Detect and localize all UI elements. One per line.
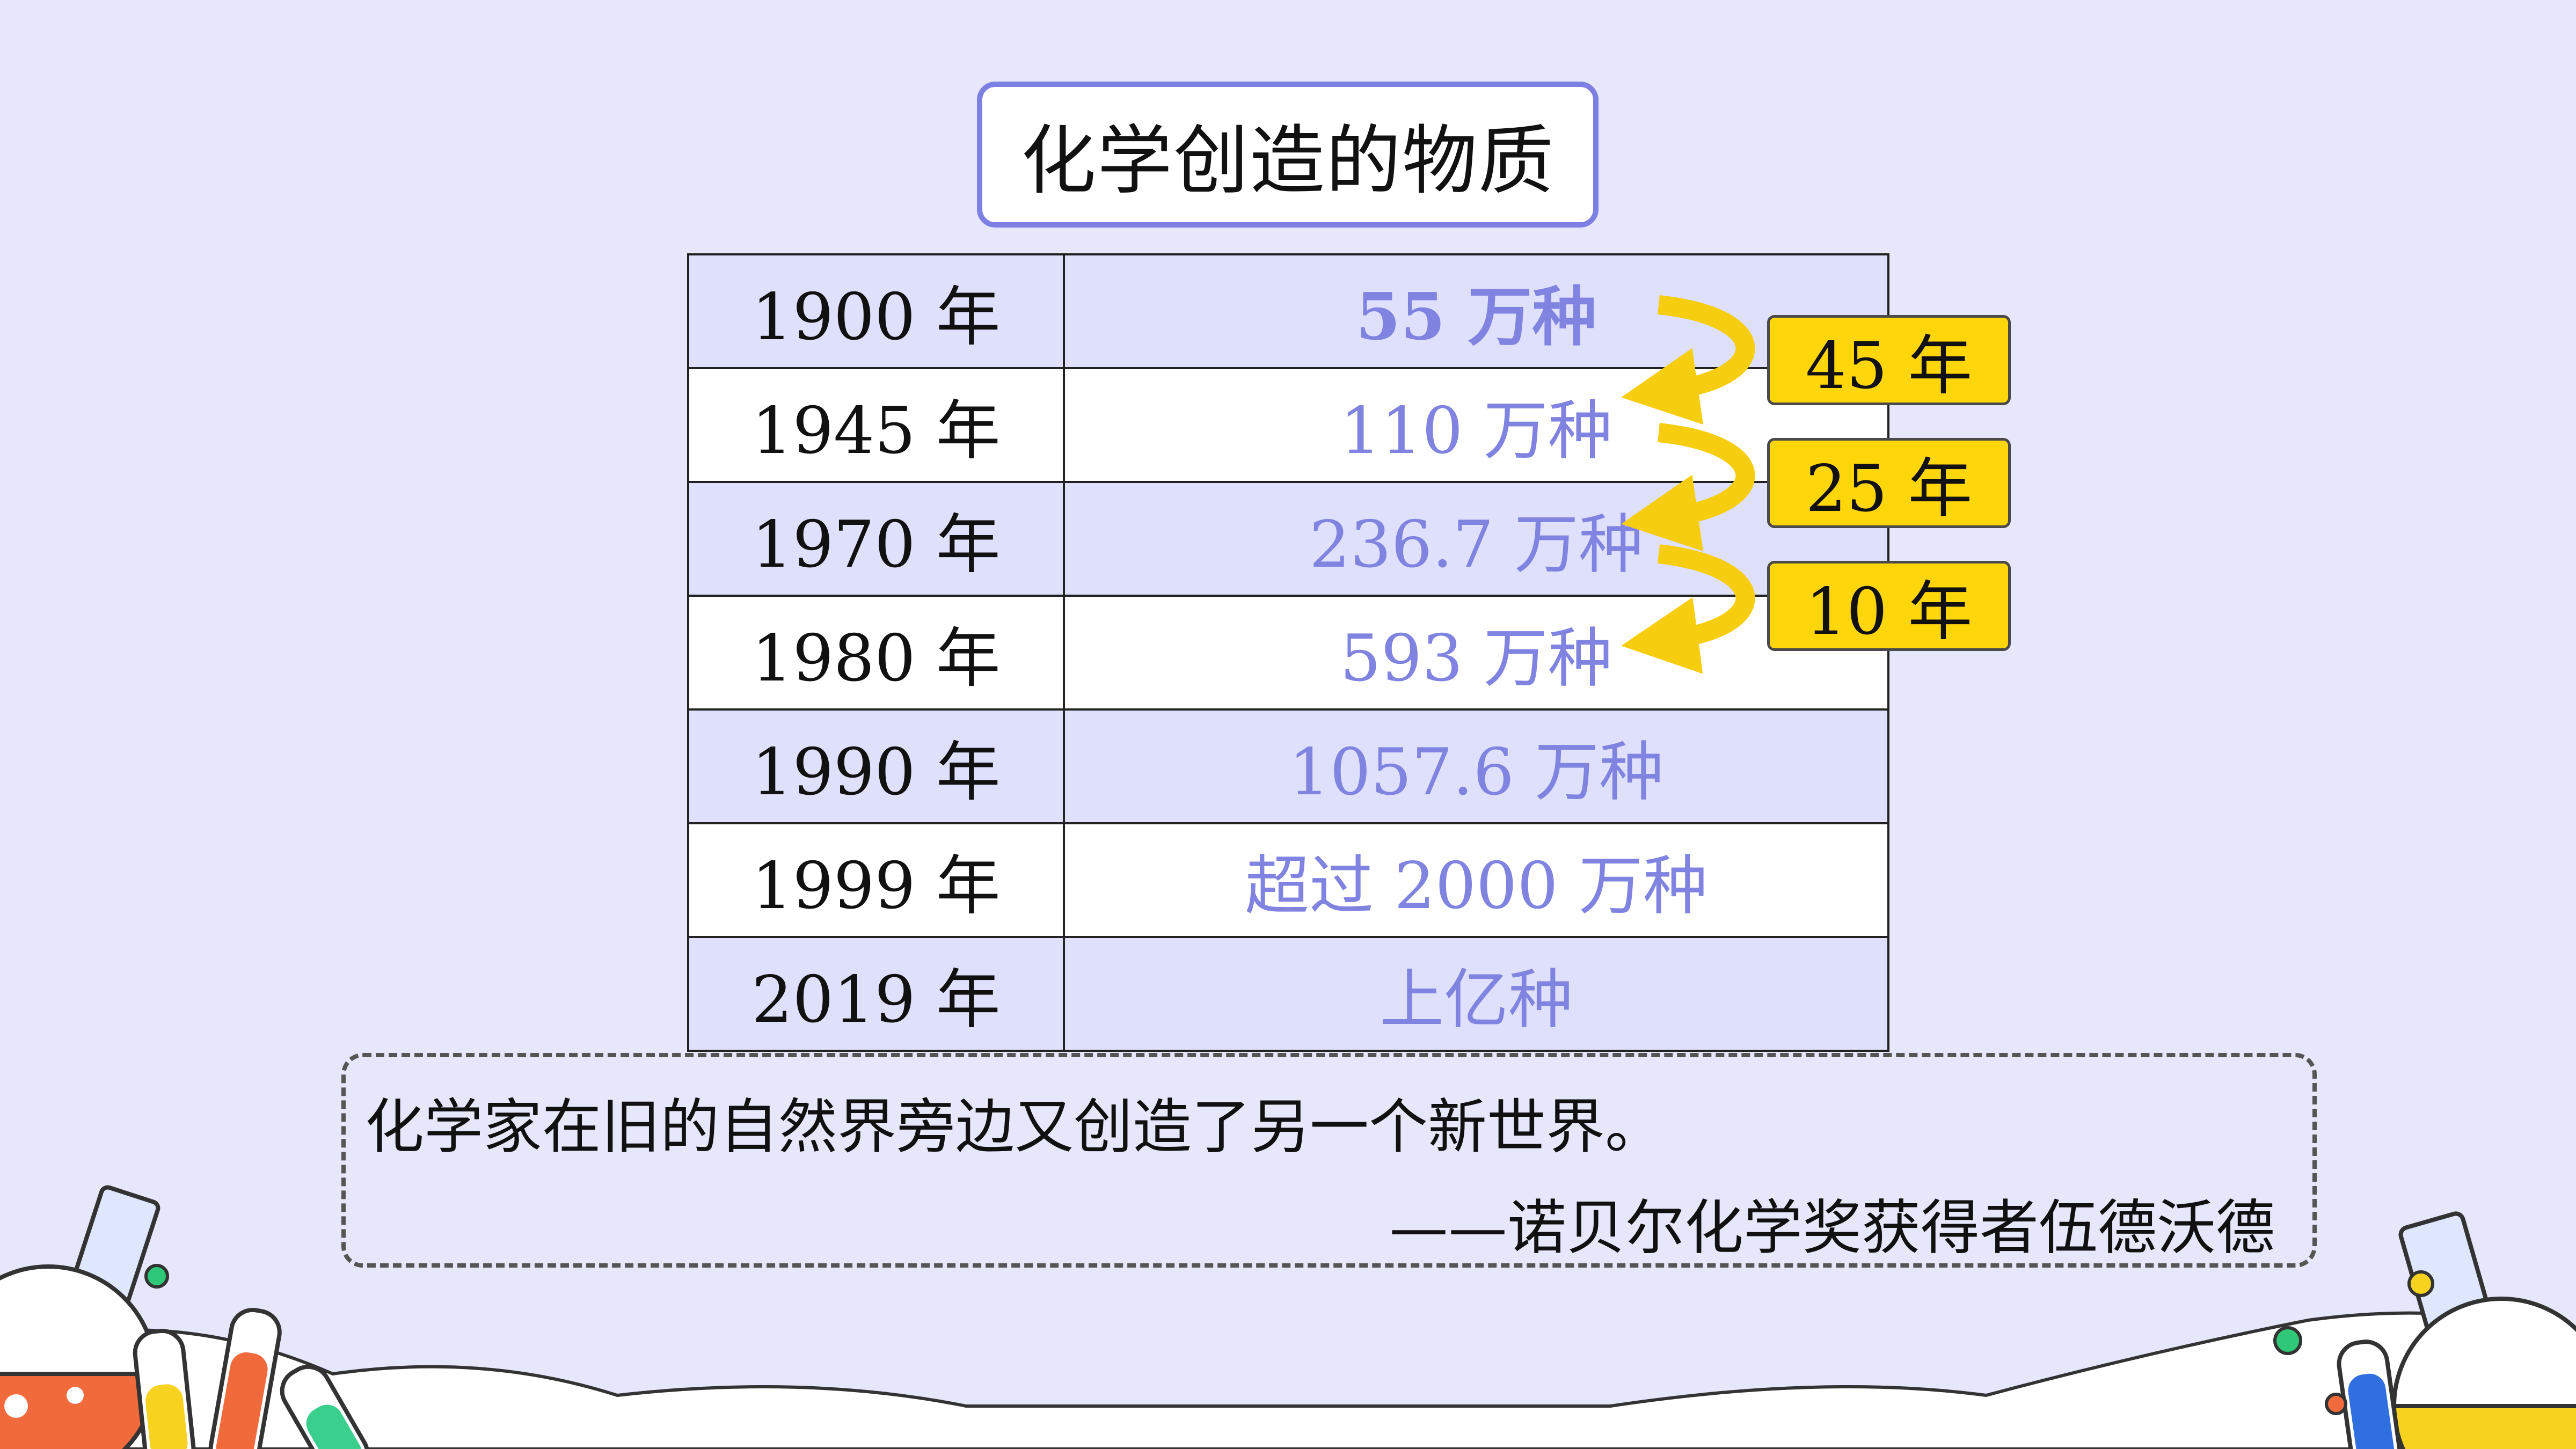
dot-green-right [2273,1326,2302,1355]
quote-text: 化学家在旧的自然界旁边又创造了另一个新世界。 [365,1093,1664,1161]
year-cell: 2019 年 [687,936,1065,1052]
test-tubes-left-icon [133,1307,370,1449]
dot-red-right [2325,1393,2347,1415]
count-cell: 超过 2000 万种 [1063,822,1889,938]
cloud-hills [0,1311,2576,1449]
table-row: 1980 年 593 万种 [687,595,1889,711]
substance-count-table: 1900 年 55 万种 1945 年 110 万种 1970 年 236.7 万种 198… [687,253,1889,1052]
quote-box: 化学家在旧的自然界旁边又创造了另一个新世界。 ——诺贝尔化学奖获得者伍德沃德 [341,1053,2317,1268]
count-cell: 593 万种 [1063,595,1889,711]
count-cell: 上亿种 [1063,936,1889,1052]
quote-author: ——诺贝尔化学奖获得者伍德沃德 [1389,1194,2275,1262]
dot-yellow-right [2407,1270,2434,1297]
table-row: 1999 年超过 2000 万种 [687,822,1889,938]
test-tubes-right-icon [2337,1340,2403,1449]
interval-label-3: 10 年 [1767,561,2011,651]
year-cell: 1990 年 [687,708,1065,824]
flask-left-icon [0,1185,160,1449]
dot-green-left [144,1264,169,1289]
page-title: 化学创造的物质 [977,82,1599,228]
interval-label-1: 45 年 [1767,315,2011,405]
year-cell: 1900 年 [687,253,1065,369]
arrow-1970 [1621,423,1755,552]
year-cell: 1999 年 [687,822,1065,938]
table-row: 1970 年 236.7 万种 [687,481,1889,597]
count-cell: 1057.6 万种 [1063,708,1889,824]
table-row: 1945 年 110 万种 [687,367,1889,483]
table-row: 2019 年上亿种 [687,936,1889,1052]
arrow-1945 [1621,295,1755,425]
year-cell: 1945 年 [687,367,1065,483]
year-cell: 1970 年 [687,481,1065,597]
interval-label-2: 25 年 [1767,438,2011,528]
year-cell: 1980 年 [687,595,1065,711]
arrow-1980 [1621,544,1755,674]
count-cell: 236.7 万种 [1063,481,1889,597]
table-row: 1990 年 1057.6 万种 [687,708,1889,824]
